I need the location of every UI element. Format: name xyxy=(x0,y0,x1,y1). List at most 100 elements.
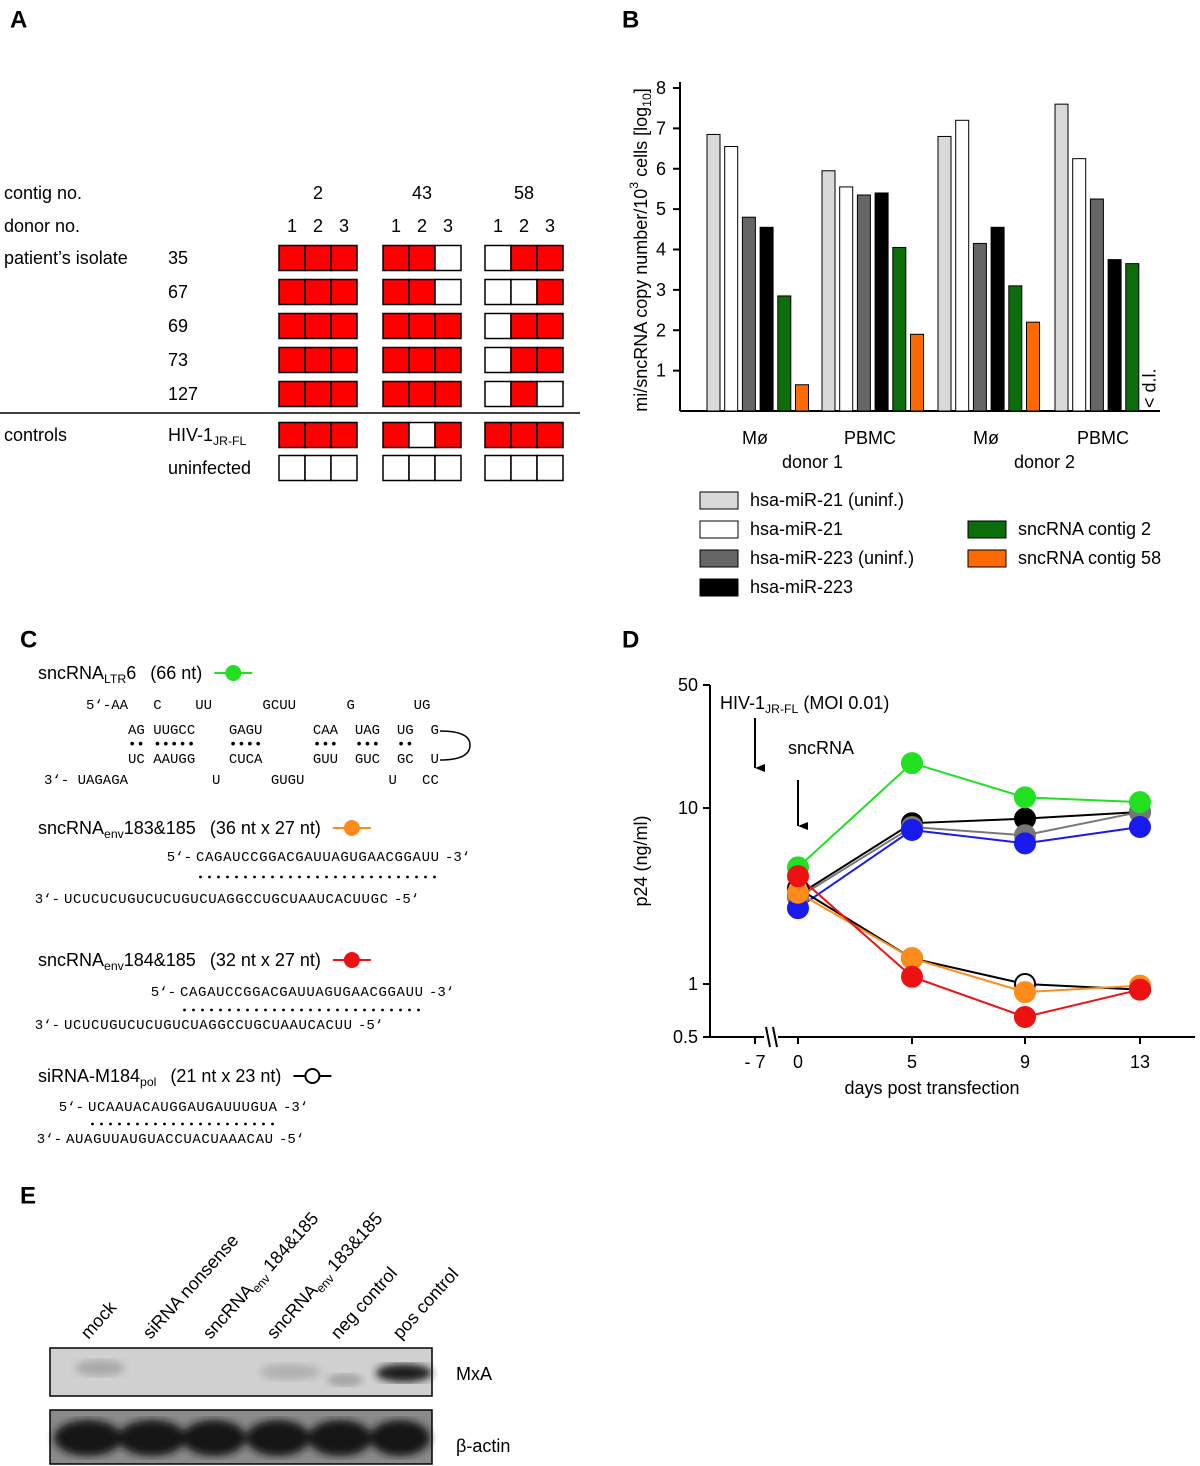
cell xyxy=(484,421,512,449)
pair-dot xyxy=(226,1122,229,1126)
blot-band xyxy=(182,1420,246,1456)
cell xyxy=(434,346,462,374)
donor-label: 2 xyxy=(519,216,529,236)
data-point xyxy=(1129,978,1151,1001)
cell xyxy=(536,278,564,306)
panel-label: D xyxy=(622,627,639,654)
pair-dot xyxy=(145,1122,148,1126)
legend-marker xyxy=(225,665,242,681)
bar xyxy=(1125,263,1140,412)
legend-swatch xyxy=(699,520,739,539)
y-tick-label: 2 xyxy=(656,320,666,340)
cell xyxy=(484,346,512,374)
y-tick-label: 3 xyxy=(656,280,666,300)
annotation: HIV-1JR-FL (MOI 0.01) xyxy=(720,693,889,716)
blot-band xyxy=(246,1420,310,1456)
pair-dot xyxy=(235,1122,238,1126)
bar xyxy=(955,119,970,412)
donor-label: 3 xyxy=(443,216,453,236)
blot-smudge xyxy=(260,1364,320,1380)
blot-smudge xyxy=(75,1360,125,1376)
bar xyxy=(1008,285,1023,412)
legend-marker xyxy=(343,820,360,836)
pair-dot xyxy=(298,875,301,879)
sequence-line: 5‘-AA C UU GCUU G UG xyxy=(44,698,430,714)
bar xyxy=(777,295,792,412)
y-axis-label-part: 3 xyxy=(627,182,641,189)
blot-bands xyxy=(54,1420,430,1456)
bar xyxy=(874,192,889,412)
prime-label: 3‘- xyxy=(35,1018,60,1034)
legend-swatch xyxy=(699,578,739,597)
pair-dot xyxy=(433,875,436,879)
pair-dot xyxy=(154,1122,157,1126)
donor-label: 3 xyxy=(339,216,349,236)
blot-smudge xyxy=(327,1374,363,1386)
donor-label: 1 xyxy=(287,216,297,236)
sequence-line: 3‘- UAGAGA U GUGU U CC xyxy=(44,773,439,789)
cell xyxy=(278,454,306,482)
group-label: controls xyxy=(4,425,67,445)
lane-label: sncRNAenv 183&185 xyxy=(263,1208,389,1344)
prime-label: -3‘ xyxy=(445,850,470,866)
annotation-part: JR-FL xyxy=(765,702,798,716)
bar xyxy=(821,170,836,412)
bar xyxy=(1107,259,1122,412)
entry-title-part: (21 nt x 23 nt) xyxy=(170,1066,281,1086)
cell xyxy=(278,421,306,449)
blot-band xyxy=(308,1420,372,1456)
bar xyxy=(1072,158,1087,412)
cell xyxy=(510,244,538,272)
pair-dot xyxy=(381,1008,384,1012)
cell xyxy=(382,278,410,306)
pair-dot xyxy=(307,875,310,879)
series-line xyxy=(797,810,1141,899)
sequence: UCUCUCUGUCUCUGUCUAGGCCUGCUAAUCACUUGC xyxy=(64,892,388,908)
pair-dot xyxy=(217,1122,220,1126)
y-tick-label: 50 xyxy=(678,675,698,695)
pair-dot xyxy=(219,1008,222,1012)
pair-dot xyxy=(352,875,355,879)
bar xyxy=(1026,321,1040,412)
contig-label: 43 xyxy=(412,183,432,203)
pair-dot xyxy=(370,875,373,879)
pair-dot xyxy=(408,1008,411,1012)
data-point xyxy=(1014,786,1036,809)
cell xyxy=(484,244,512,272)
data-point xyxy=(1129,816,1151,839)
data-point xyxy=(1129,791,1151,814)
pair-dot xyxy=(318,1008,321,1012)
row-label: 127 xyxy=(168,384,198,404)
y-tick-label: 1 xyxy=(688,974,698,994)
annotation-part: (MOI 0.01) xyxy=(798,693,889,713)
entry-title: siRNA-M184pol (21 nt x 23 nt) xyxy=(38,1066,281,1089)
cell xyxy=(278,312,306,340)
cell xyxy=(484,278,512,306)
entry-title-part: 6 xyxy=(126,663,136,683)
prime-label: -3‘ xyxy=(283,1100,308,1116)
cell xyxy=(382,380,410,408)
y-tick-label: 7 xyxy=(656,118,666,138)
y-tick-label: 8 xyxy=(656,78,666,98)
bar xyxy=(1054,103,1069,412)
legend-label: hsa-miR-223 xyxy=(750,577,853,597)
row-label-part: 73 xyxy=(168,350,188,370)
entry-title-part: sncRNA xyxy=(38,950,104,970)
cell xyxy=(434,421,462,449)
legend-marker xyxy=(304,1068,321,1084)
pair-dot xyxy=(235,875,238,879)
header: donor no. xyxy=(4,216,80,236)
pair-dot xyxy=(300,1008,303,1012)
cell xyxy=(330,380,358,408)
row-label-part: JR-FL xyxy=(213,434,246,448)
cell xyxy=(382,454,410,482)
legend-swatch xyxy=(967,520,1007,539)
cell xyxy=(304,244,332,272)
row-label: 73 xyxy=(168,350,188,370)
cell xyxy=(330,278,358,306)
pair-dot xyxy=(309,1008,312,1012)
data-point xyxy=(1014,832,1036,855)
legend-label: hsa-miR-223 (uninf.) xyxy=(750,548,914,568)
pair-dot xyxy=(363,1008,366,1012)
row-label-part: 127 xyxy=(168,384,198,404)
